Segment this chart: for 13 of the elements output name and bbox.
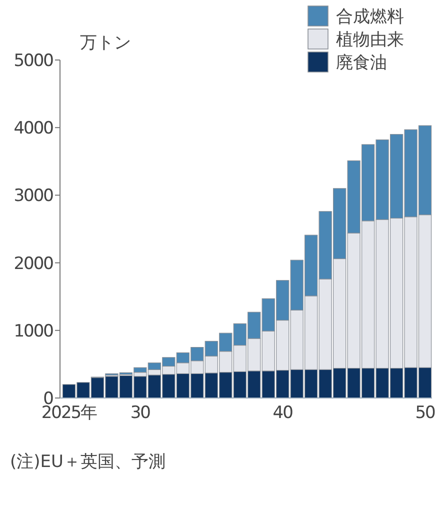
x-tick-label: 30 xyxy=(130,403,150,423)
x-tick-label: 40 xyxy=(272,403,293,423)
y-tick-label: 4000 xyxy=(14,118,54,139)
legend-label: 植物由来 xyxy=(336,30,404,50)
text: (注)EU＋英国、予測 xyxy=(10,452,166,472)
y-tick-label: 1000 xyxy=(14,321,54,342)
y-tick-label: 5000 xyxy=(14,50,54,71)
legend-label: 合成燃料 xyxy=(336,6,404,27)
y-tick-label: 2000 xyxy=(14,254,54,274)
legend-label: 廃食油 xyxy=(336,52,387,73)
y-tick-label: 3000 xyxy=(14,186,54,206)
y-axis-title: 万トン xyxy=(80,33,131,53)
x-tick-label: 50 xyxy=(415,403,436,423)
